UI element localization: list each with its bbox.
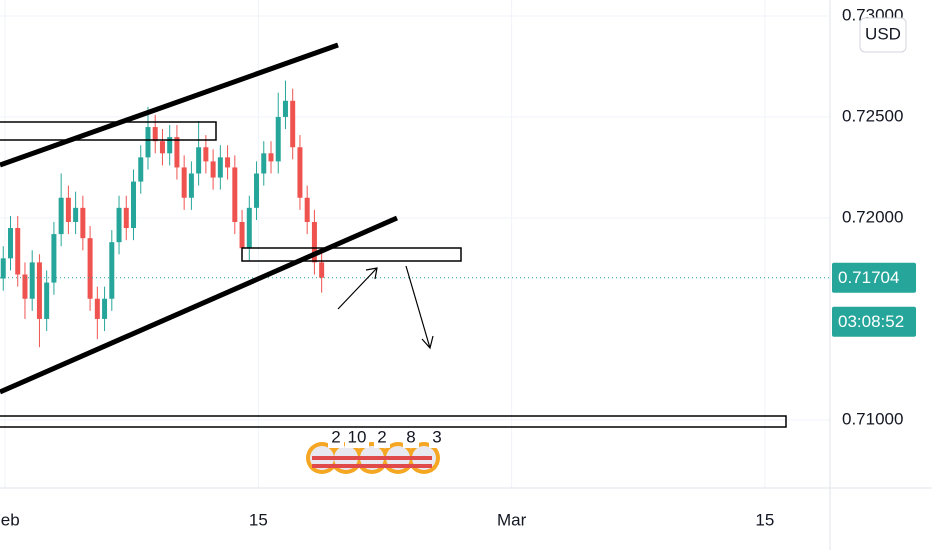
- candle-body: [22, 274, 28, 299]
- candle-body: [217, 157, 223, 178]
- event-count: 2: [331, 427, 340, 446]
- last-price-label: 0.71704: [838, 268, 899, 287]
- candle-body: [152, 127, 158, 142]
- candle-body: [15, 228, 21, 275]
- flag-stripe: [312, 464, 432, 468]
- candle-body: [254, 173, 260, 208]
- event-count: 3: [432, 427, 441, 446]
- x-tick-label: Mar: [497, 510, 527, 529]
- candle-body: [304, 197, 310, 222]
- events: 2 10 2 8 3: [306, 427, 445, 474]
- zone-box: [241, 247, 462, 262]
- candle-body: [275, 116, 281, 162]
- candle-body: [131, 181, 137, 229]
- candle-body: [261, 153, 267, 174]
- candle-body: [290, 100, 296, 148]
- candle-body: [145, 127, 151, 158]
- candle-body: [109, 242, 115, 299]
- candle-body: [51, 234, 57, 283]
- candle-body: [65, 197, 71, 222]
- candle-body: [203, 147, 209, 162]
- candle-body: [167, 137, 173, 154]
- zone-box: [0, 121, 217, 141]
- candle-body: [29, 262, 35, 299]
- candle-body: [174, 137, 180, 168]
- currency-label: USD: [865, 24, 901, 43]
- candle-body: [210, 161, 216, 178]
- x-tick-label: Feb: [0, 510, 20, 529]
- candle-body: [319, 262, 325, 278]
- event-badge: [374, 428, 390, 448]
- y-tick-label: 0.72000: [842, 207, 903, 226]
- candle-body: [0, 258, 6, 279]
- candle-body: [246, 207, 252, 249]
- candle-body: [44, 282, 50, 319]
- candle-body: [102, 298, 108, 319]
- candle-body: [297, 147, 303, 198]
- candle-body: [116, 207, 122, 243]
- candle-body: [58, 197, 64, 235]
- x-tick-label: 15: [249, 510, 268, 529]
- countdown-label: 03:08:52: [838, 312, 904, 331]
- flag-stripe: [312, 456, 432, 460]
- candle-body: [73, 207, 79, 222]
- trend-line: [0, 42, 339, 168]
- candle-body: [138, 157, 144, 182]
- event-badge: [429, 428, 445, 448]
- candle-body: [239, 221, 245, 249]
- event-count: 8: [406, 427, 415, 446]
- zone-box: [0, 415, 787, 428]
- arrow: [405, 265, 434, 350]
- candle-body: [196, 147, 202, 174]
- candle-body: [159, 141, 165, 154]
- event-badge: [345, 428, 369, 448]
- countdown-box: [832, 306, 916, 337]
- candle-body: [188, 173, 194, 198]
- event-badge: [403, 428, 419, 448]
- last-price-box: [832, 262, 916, 293]
- y-tick-label: 0.71000: [842, 409, 903, 428]
- event-count: 2: [377, 427, 386, 446]
- arrow: [337, 267, 378, 310]
- candles: [0, 80, 830, 348]
- candle-body: [181, 167, 187, 198]
- candle-body: [282, 100, 288, 117]
- candle-body: [268, 153, 274, 162]
- candle-body: [232, 167, 238, 222]
- candle-body: [123, 207, 129, 229]
- event-badge: [328, 428, 344, 448]
- currency-button[interactable]: [859, 17, 907, 53]
- drawings: [0, 42, 787, 428]
- candle-body: [36, 262, 42, 319]
- candle-body: [80, 207, 86, 239]
- candle-body: [7, 228, 13, 259]
- candle-body: [87, 238, 93, 299]
- x-tick-label: 15: [755, 510, 774, 529]
- y-tick-label: 0.72500: [842, 106, 903, 125]
- event-count: 10: [348, 427, 367, 446]
- trend-line: [0, 215, 399, 395]
- candle-body: [225, 157, 231, 168]
- candle-body: [94, 298, 100, 319]
- candle-body: [311, 221, 317, 263]
